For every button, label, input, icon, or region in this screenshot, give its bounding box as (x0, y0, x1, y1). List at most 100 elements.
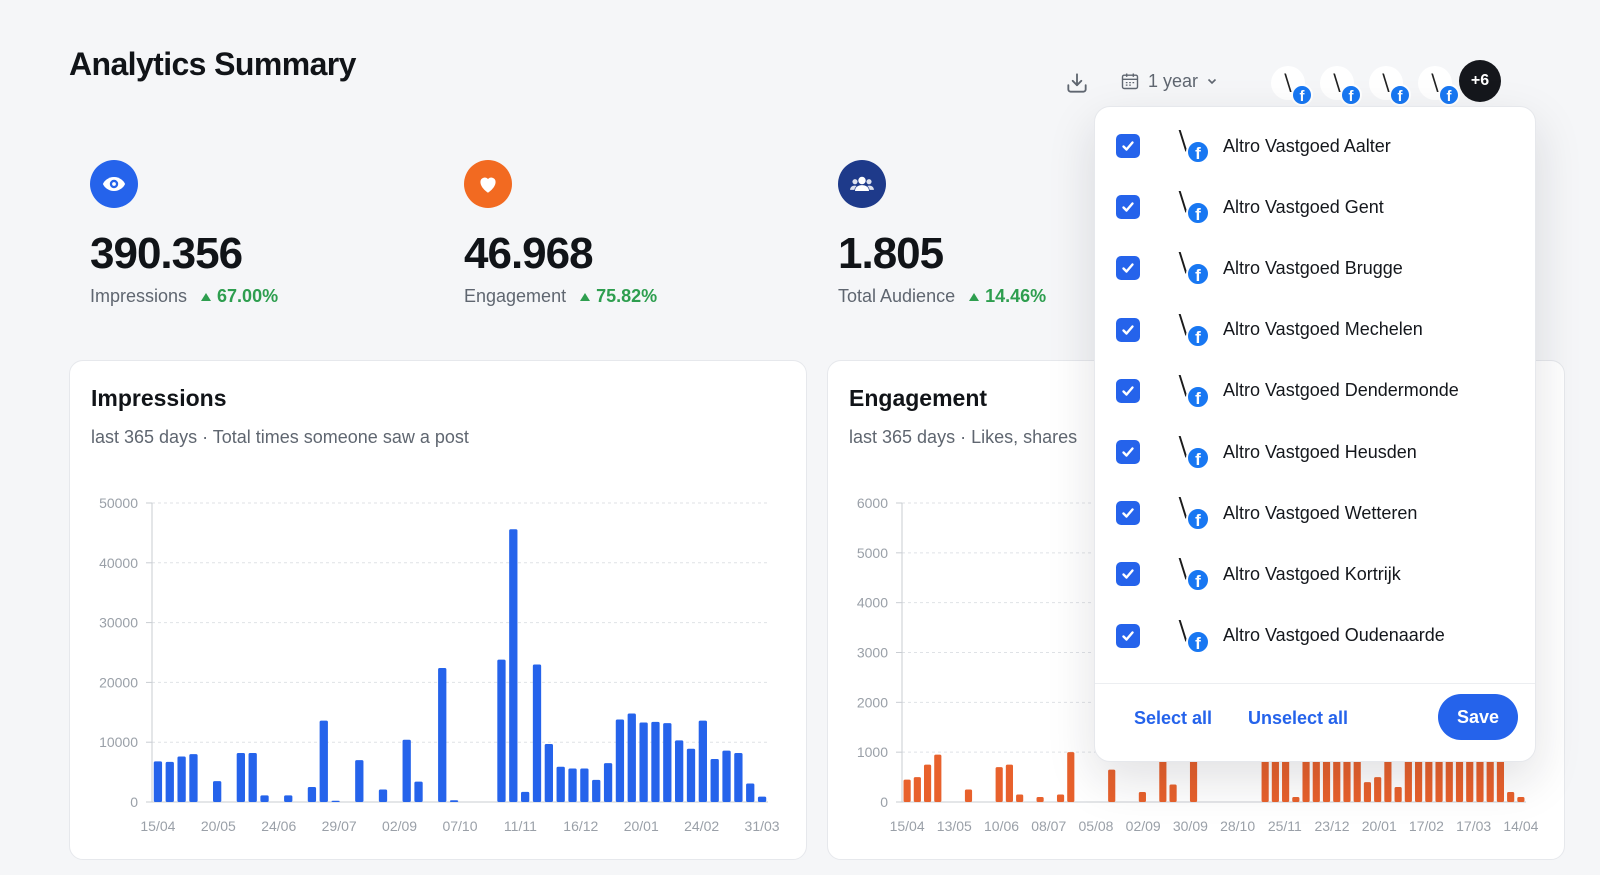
chart-bar[interactable] (757, 796, 767, 802)
chart-bar[interactable] (260, 795, 269, 802)
checkbox[interactable] (1116, 562, 1140, 587)
chart-bar[interactable] (627, 713, 636, 802)
chart-bar[interactable] (556, 766, 565, 802)
chart-bar[interactable] (189, 754, 198, 802)
chart-bar[interactable] (284, 795, 293, 802)
chart-bar[interactable] (639, 722, 648, 802)
account-option[interactable]: \ f Altro Vastgoed Oudenaarde (1095, 614, 1535, 658)
chart-bar[interactable] (995, 767, 1003, 802)
chart-bar[interactable] (438, 668, 447, 802)
chart-bar[interactable] (1476, 757, 1484, 802)
chart-bar[interactable] (532, 664, 542, 802)
chart-bar[interactable] (710, 758, 719, 802)
chart-bar[interactable] (1425, 757, 1433, 802)
chart-bar[interactable] (1302, 757, 1310, 802)
chart-bar[interactable] (592, 779, 601, 802)
account-option[interactable]: \ f Altro Vastgoed Wetteren (1095, 491, 1535, 535)
chart-bar[interactable] (746, 783, 755, 802)
account-avatar[interactable]: \ f (1316, 62, 1362, 106)
chart-bar[interactable] (1394, 787, 1402, 802)
chart-bar[interactable] (663, 723, 672, 802)
chart-bar[interactable] (686, 748, 696, 802)
chart-bar[interactable] (1466, 757, 1474, 802)
select-all-button[interactable]: Select all (1134, 708, 1213, 728)
chart-bar[interactable] (449, 800, 459, 802)
chart-bar[interactable] (248, 752, 257, 802)
chart-bar[interactable] (1353, 757, 1361, 802)
chart-bar[interactable] (236, 752, 245, 802)
account-option[interactable]: \ f Altro Vastgoed Mechelen (1095, 308, 1535, 352)
chart-bar[interactable] (1169, 784, 1177, 802)
chart-bar[interactable] (923, 764, 932, 802)
chart-bar[interactable] (497, 659, 506, 802)
checkbox[interactable] (1116, 501, 1140, 526)
chart-bar[interactable] (402, 739, 411, 802)
chart-bar[interactable] (378, 789, 388, 802)
chart-bar[interactable] (1261, 757, 1269, 802)
chart-bar[interactable] (165, 761, 174, 802)
checkbox[interactable] (1116, 317, 1140, 342)
checkbox[interactable] (1116, 623, 1140, 648)
chart-bar[interactable] (177, 756, 186, 802)
date-range-select[interactable]: 1 year (1120, 66, 1218, 96)
account-option[interactable]: \ f Altro Vastgoed Gent (1095, 185, 1535, 229)
chart-bar[interactable] (903, 779, 911, 802)
chart-bar[interactable] (307, 787, 317, 802)
chart-bar[interactable] (722, 750, 731, 802)
chart-bar[interactable] (1384, 757, 1392, 802)
chart-bar[interactable] (1056, 794, 1065, 802)
chart-bar[interactable] (1374, 777, 1382, 802)
chart-bar[interactable] (734, 752, 743, 802)
chart-bar[interactable] (213, 781, 222, 802)
chart-bar[interactable] (544, 743, 553, 802)
chart-bar[interactable] (1435, 757, 1443, 802)
chart-bar[interactable] (1496, 757, 1505, 802)
account-avatar[interactable]: \ f (1414, 62, 1460, 106)
checkbox[interactable] (1116, 256, 1140, 281)
chart-bar[interactable] (651, 721, 660, 802)
chart-bar[interactable] (1445, 757, 1453, 802)
chart-bar[interactable] (580, 768, 589, 802)
chart-bar[interactable] (1507, 792, 1515, 802)
chart-bar[interactable] (1016, 794, 1024, 802)
chart-bar[interactable] (568, 768, 577, 802)
checkbox[interactable] (1116, 378, 1140, 403)
chart-bar[interactable] (1159, 757, 1167, 802)
chart-bar[interactable] (615, 719, 625, 802)
chart-bar[interactable] (1005, 764, 1013, 802)
download-button[interactable] (1064, 70, 1090, 96)
unselect-all-button[interactable]: Unselect all (1248, 708, 1349, 728)
chart-bar[interactable] (153, 761, 163, 802)
chart-bar[interactable] (1189, 757, 1198, 802)
chart-bar[interactable] (603, 763, 613, 802)
account-avatar[interactable]: \ f (1267, 62, 1313, 106)
chart-bar[interactable] (934, 754, 942, 802)
chart-bar[interactable] (1363, 782, 1372, 802)
chart-bar[interactable] (1486, 757, 1494, 802)
chart-bar[interactable] (1404, 757, 1412, 802)
account-option[interactable]: \ f Altro Vastgoed Dendermonde (1095, 369, 1535, 413)
chart-bar[interactable] (1312, 757, 1320, 802)
chart-bar[interactable] (1333, 757, 1341, 802)
account-avatar[interactable]: \ f (1365, 62, 1411, 106)
chart-bar[interactable] (509, 529, 518, 802)
account-option[interactable]: \ f Altro Vastgoed Brugge (1095, 246, 1535, 290)
checkbox[interactable] (1116, 440, 1140, 464)
chart-bar[interactable] (675, 740, 684, 802)
chart-bar[interactable] (355, 760, 364, 802)
account-avatars[interactable]: \ f \ f \ f \ f +6 (1267, 60, 1501, 106)
account-option[interactable]: \ f Altro Vastgoed Heusden (1095, 430, 1535, 474)
checkbox[interactable] (1116, 134, 1140, 158)
chart-bar[interactable] (1343, 757, 1351, 802)
chart-bar[interactable] (964, 789, 973, 802)
chart-bar[interactable] (1415, 757, 1423, 802)
chart-bar[interactable] (1036, 797, 1044, 802)
save-button[interactable]: Save (1438, 694, 1518, 740)
chart-bar[interactable] (1322, 757, 1331, 802)
chart-bar[interactable] (1138, 792, 1146, 802)
chart-bar[interactable] (319, 720, 328, 802)
chart-bar[interactable] (1282, 757, 1290, 802)
checkbox[interactable] (1116, 195, 1140, 220)
account-option[interactable]: \ f Altro Vastgoed Aalter (1095, 124, 1535, 168)
chart-bar[interactable] (698, 720, 707, 802)
